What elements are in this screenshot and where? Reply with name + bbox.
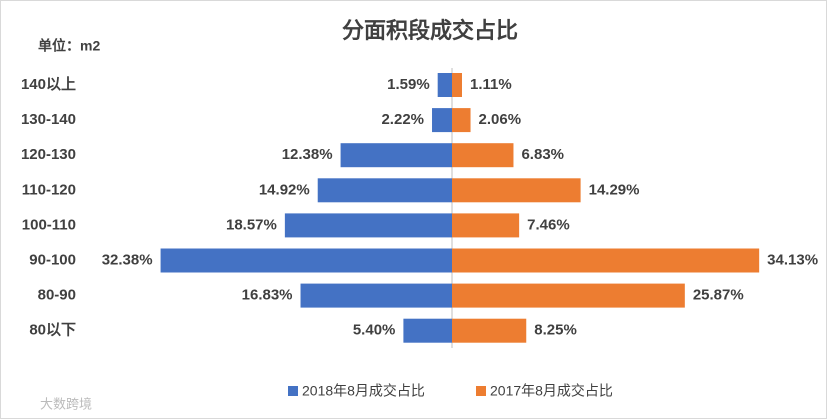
bar xyxy=(300,283,452,308)
legend-swatch xyxy=(476,386,486,396)
data-label: 14.29% xyxy=(589,181,640,198)
bar xyxy=(284,213,452,238)
legend-swatch xyxy=(288,386,298,396)
bar xyxy=(317,178,452,203)
data-label: 14.92% xyxy=(259,181,310,198)
bar xyxy=(452,143,514,168)
bar xyxy=(432,108,452,133)
chart-title: 分面积段成交占比 xyxy=(342,18,518,43)
category-label: 100-110 xyxy=(22,216,76,233)
bar xyxy=(160,248,452,273)
legend-label: 2017年8月成交占比 xyxy=(490,383,613,399)
bar xyxy=(403,318,452,343)
bar xyxy=(452,283,685,308)
category-label: 120-130 xyxy=(21,146,76,163)
data-label: 1.11% xyxy=(470,76,512,93)
data-label: 5.40% xyxy=(353,322,396,339)
data-label: 12.38% xyxy=(282,146,333,163)
data-label: 2.06% xyxy=(479,111,522,128)
data-label: 34.13% xyxy=(767,251,818,268)
data-label: 8.25% xyxy=(534,322,577,339)
legend-label: 2018年8月成交占比 xyxy=(302,383,425,399)
category-label: 130-140 xyxy=(21,111,76,128)
data-label: 6.83% xyxy=(521,146,564,163)
data-label: 16.83% xyxy=(242,287,293,304)
bar xyxy=(437,73,452,97)
bar xyxy=(452,248,760,273)
bar xyxy=(452,73,462,97)
unit-label: 单位：m2 xyxy=(38,38,100,54)
category-label: 90-100 xyxy=(29,251,76,268)
category-label: 110-120 xyxy=(22,181,76,198)
category-label: 140以上 xyxy=(21,76,76,93)
data-label: 25.87% xyxy=(693,287,744,304)
data-label: 7.46% xyxy=(527,216,570,233)
watermark: 大数跨境 xyxy=(40,396,92,411)
data-label: 18.57% xyxy=(226,216,277,233)
category-label: 80-90 xyxy=(38,287,76,304)
bar xyxy=(452,213,520,238)
bar xyxy=(452,178,581,203)
data-label: 32.38% xyxy=(102,251,153,268)
category-label: 80以下 xyxy=(29,322,76,339)
bar xyxy=(340,143,452,168)
data-label: 1.59% xyxy=(387,76,430,93)
data-label: 2.22% xyxy=(381,111,424,128)
bar xyxy=(452,318,527,343)
bar xyxy=(452,108,471,133)
